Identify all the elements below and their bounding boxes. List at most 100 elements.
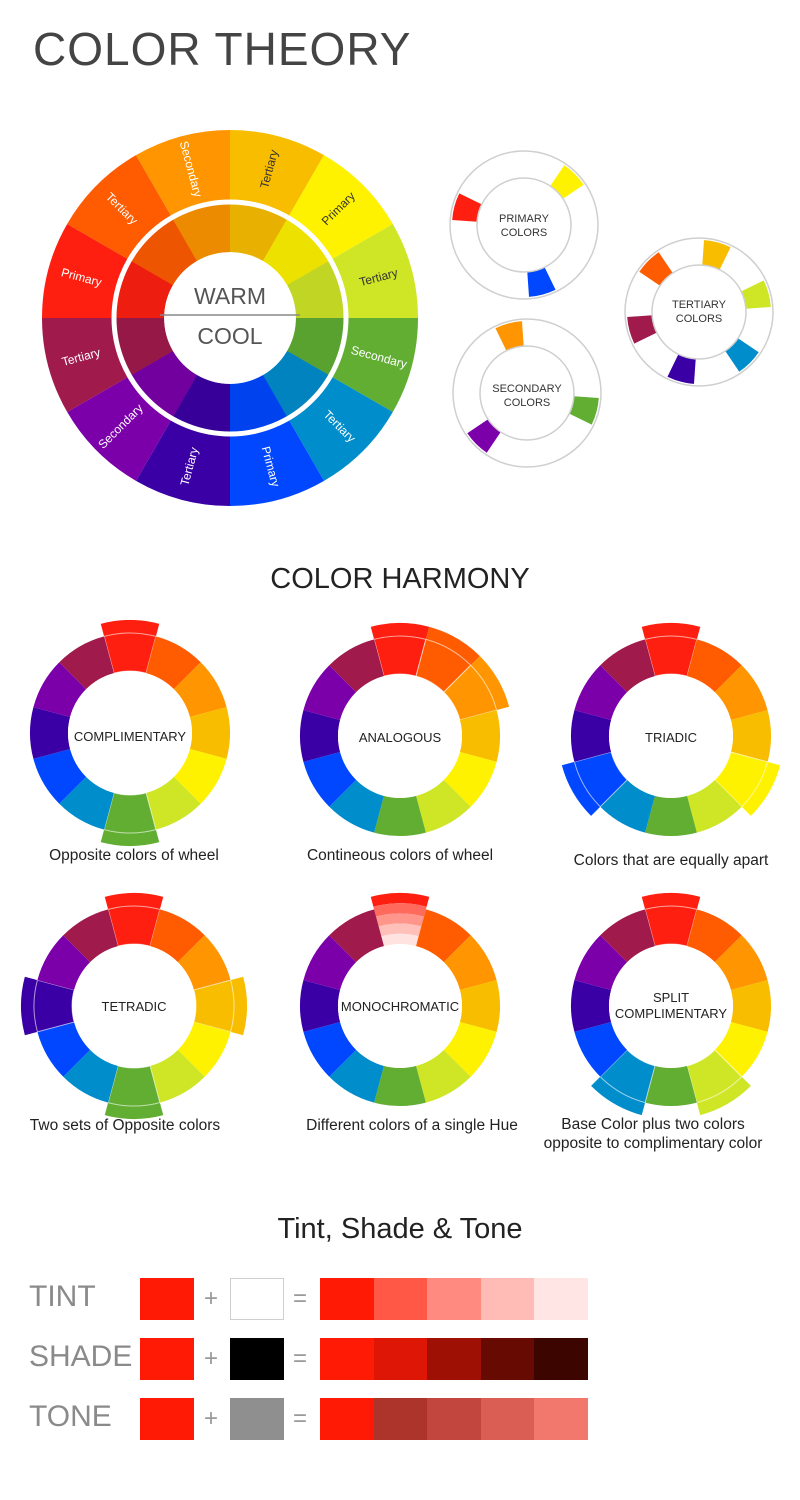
tint-equals: = — [293, 1285, 308, 1312]
harmony-segment — [150, 909, 205, 963]
harmony-highlight-outline — [103, 632, 157, 674]
complimentary-label: COMPLIMENTARY — [74, 729, 187, 744]
harmony-segment — [303, 752, 357, 807]
mini-wheel-color-block — [741, 280, 771, 309]
warm-label: WARM — [194, 283, 266, 309]
shade-step — [427, 1338, 481, 1380]
tertiary-colors-line2: COLORS — [676, 313, 722, 325]
harmony-segment — [416, 1049, 471, 1103]
shade-step — [534, 1338, 588, 1380]
harmony-segment — [329, 639, 384, 693]
monochromatic-caption: Different colors of a single Hue — [306, 1117, 518, 1134]
monochromatic-step — [376, 913, 424, 927]
monochromatic-step — [373, 903, 427, 917]
harmony-segment — [687, 909, 742, 963]
harmony-highlight-segment — [561, 752, 628, 816]
harmony-segment — [300, 710, 341, 762]
harmony-highlight-segment — [714, 752, 781, 816]
harmony-segment — [329, 1049, 384, 1103]
shade-step — [373, 1338, 428, 1380]
harmony-segment — [177, 935, 231, 990]
harmony-highlight-segment — [641, 893, 701, 947]
main-wheel-inner-segment — [263, 215, 333, 285]
harmony-segment — [146, 636, 201, 690]
harmony-segment — [574, 665, 628, 720]
tint-step — [534, 1278, 588, 1320]
harmony-highlight-outline — [107, 1065, 161, 1107]
harmony-segment — [374, 1065, 426, 1106]
harmony-highlight-outline — [644, 635, 698, 677]
shade-plus: + — [204, 1345, 219, 1372]
tint-step — [480, 1278, 535, 1320]
tone-step — [534, 1398, 588, 1440]
harmony-segment — [146, 776, 201, 830]
harmony-segment — [374, 795, 426, 836]
harmony-highlight-segment — [104, 1065, 164, 1119]
shade-base-swatch — [140, 1338, 194, 1380]
primary-colors-wheel: PRIMARY COLORS — [449, 150, 599, 300]
harmony-highlight-outline — [193, 979, 235, 1033]
harmony-segment — [173, 662, 227, 717]
harmony-highlight-outline — [33, 979, 75, 1033]
main-wheel-inner-segment — [171, 200, 230, 261]
primary-colors-line1: PRIMARY — [499, 213, 550, 225]
harmony-segment — [443, 1022, 497, 1077]
tone-grey-swatch — [230, 1398, 284, 1440]
harmony-segment — [730, 980, 771, 1032]
shade-step — [320, 1338, 374, 1380]
harmony-segment — [600, 779, 655, 833]
page-title: COLOR THEORY — [33, 23, 412, 75]
main-wheel-inner-segment — [171, 375, 230, 436]
mini-wheel-color-block — [452, 193, 482, 222]
harmony-segment — [600, 639, 655, 693]
harmony-segment — [571, 710, 612, 762]
harmony-highlight-segment — [193, 976, 247, 1036]
tetradic-caption: Two sets of Opposite colors — [29, 1117, 221, 1134]
shade-step — [480, 1338, 535, 1380]
triadic-caption: Colors that are equally apart — [573, 852, 769, 869]
harmony-segment — [714, 935, 768, 990]
harmony-segment — [303, 665, 357, 720]
monochromatic-step — [370, 893, 430, 907]
secondary-colors-line1: SECONDARY — [492, 383, 562, 395]
analogous-label: ANALOGOUS — [359, 730, 442, 745]
shade-equals: = — [293, 1345, 308, 1372]
harmony-segment — [63, 909, 118, 963]
mini-wheel-color-block — [725, 338, 759, 372]
harmony-segment — [645, 1065, 697, 1106]
mini-wheel-color-block — [569, 396, 599, 425]
main-wheel-inner-segment — [287, 318, 348, 377]
tint-base-swatch — [140, 1278, 194, 1320]
tetradic-wheel: TETRADIC — [20, 893, 247, 1119]
tone-step — [320, 1398, 374, 1440]
harmony-segment — [714, 1022, 768, 1077]
mini-wheel-color-block — [627, 315, 657, 344]
harmony-segment — [150, 1049, 205, 1103]
harmony-segment — [574, 935, 628, 990]
harmony-highlight-segment — [100, 792, 160, 846]
harmony-segment — [329, 909, 384, 963]
harmony-segment — [416, 909, 471, 963]
mini-wheel-color-block — [495, 321, 524, 351]
harmony-segment — [645, 795, 697, 836]
mini-wheel-color-block — [639, 252, 673, 286]
main-wheel-inner-segment — [112, 318, 173, 377]
harmony-segment — [459, 710, 500, 762]
mini-wheel-color-block — [467, 419, 501, 453]
tint-step — [427, 1278, 481, 1320]
split-complimentary-label-line1: SPLIT — [653, 990, 689, 1005]
primary-colors-line2: COLORS — [501, 227, 547, 239]
harmony-segment — [59, 776, 114, 830]
secondary-colors-wheel: SECONDARY COLORS — [452, 318, 602, 468]
secondary-colors-line2: COLORS — [504, 397, 550, 409]
tint-plus: + — [204, 1285, 219, 1312]
main-wheel-inner-segment — [263, 351, 333, 421]
main-wheel-inner-segment — [230, 375, 289, 436]
monochromatic-step — [381, 933, 419, 947]
harmony-segment — [37, 935, 91, 990]
color-harmony-title: COLOR HARMONY — [270, 563, 530, 595]
analogous-wheel: ANALOGOUS — [300, 623, 510, 836]
shade-black-swatch — [230, 1338, 284, 1380]
tertiary-colors-line1: TERTIARY — [672, 299, 727, 311]
mini-wheel-color-block — [667, 354, 696, 384]
